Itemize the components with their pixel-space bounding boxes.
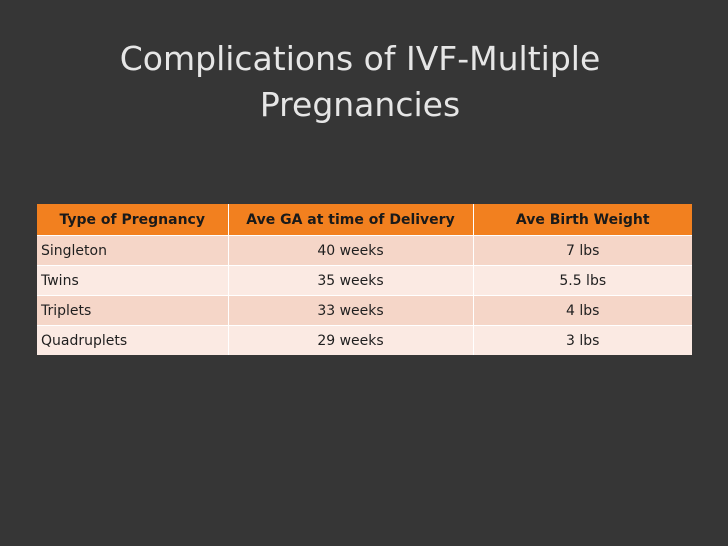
cell-type: Twins [37,265,229,296]
header-ave-ga: Ave GA at time of Delivery [228,204,474,236]
slide-title-line-2: Pregnancies [259,85,461,125]
cell-ga: 29 weeks [228,325,474,355]
table-row: Quadruplets 29 weeks 3 lbs [37,325,692,355]
pregnancy-table: Type of Pregnancy Ave GA at time of Deli… [37,204,692,355]
cell-weight: 4 lbs [473,295,692,326]
slide-title-line-1: Complications of IVF-Multiple [119,39,601,79]
cell-ga: 35 weeks [228,265,474,296]
slide-title: Complications of IVF-Multiple Pregnancie… [40,36,680,128]
cell-type: Singleton [37,235,229,266]
header-type-of-pregnancy: Type of Pregnancy [37,204,229,236]
cell-ga: 33 weeks [228,295,474,326]
table-row: Twins 35 weeks 5.5 lbs [37,265,692,296]
table-row: Singleton 40 weeks 7 lbs [37,235,692,266]
cell-type: Triplets [37,295,229,326]
cell-type: Quadruplets [37,325,229,355]
cell-weight: 7 lbs [473,235,692,266]
cell-ga: 40 weeks [228,235,474,266]
cell-weight: 5.5 lbs [473,265,692,296]
cell-weight: 3 lbs [473,325,692,355]
table-header-row: Type of Pregnancy Ave GA at time of Deli… [37,204,692,236]
table-row: Triplets 33 weeks 4 lbs [37,295,692,326]
header-ave-birth-weight: Ave Birth Weight [473,204,692,236]
